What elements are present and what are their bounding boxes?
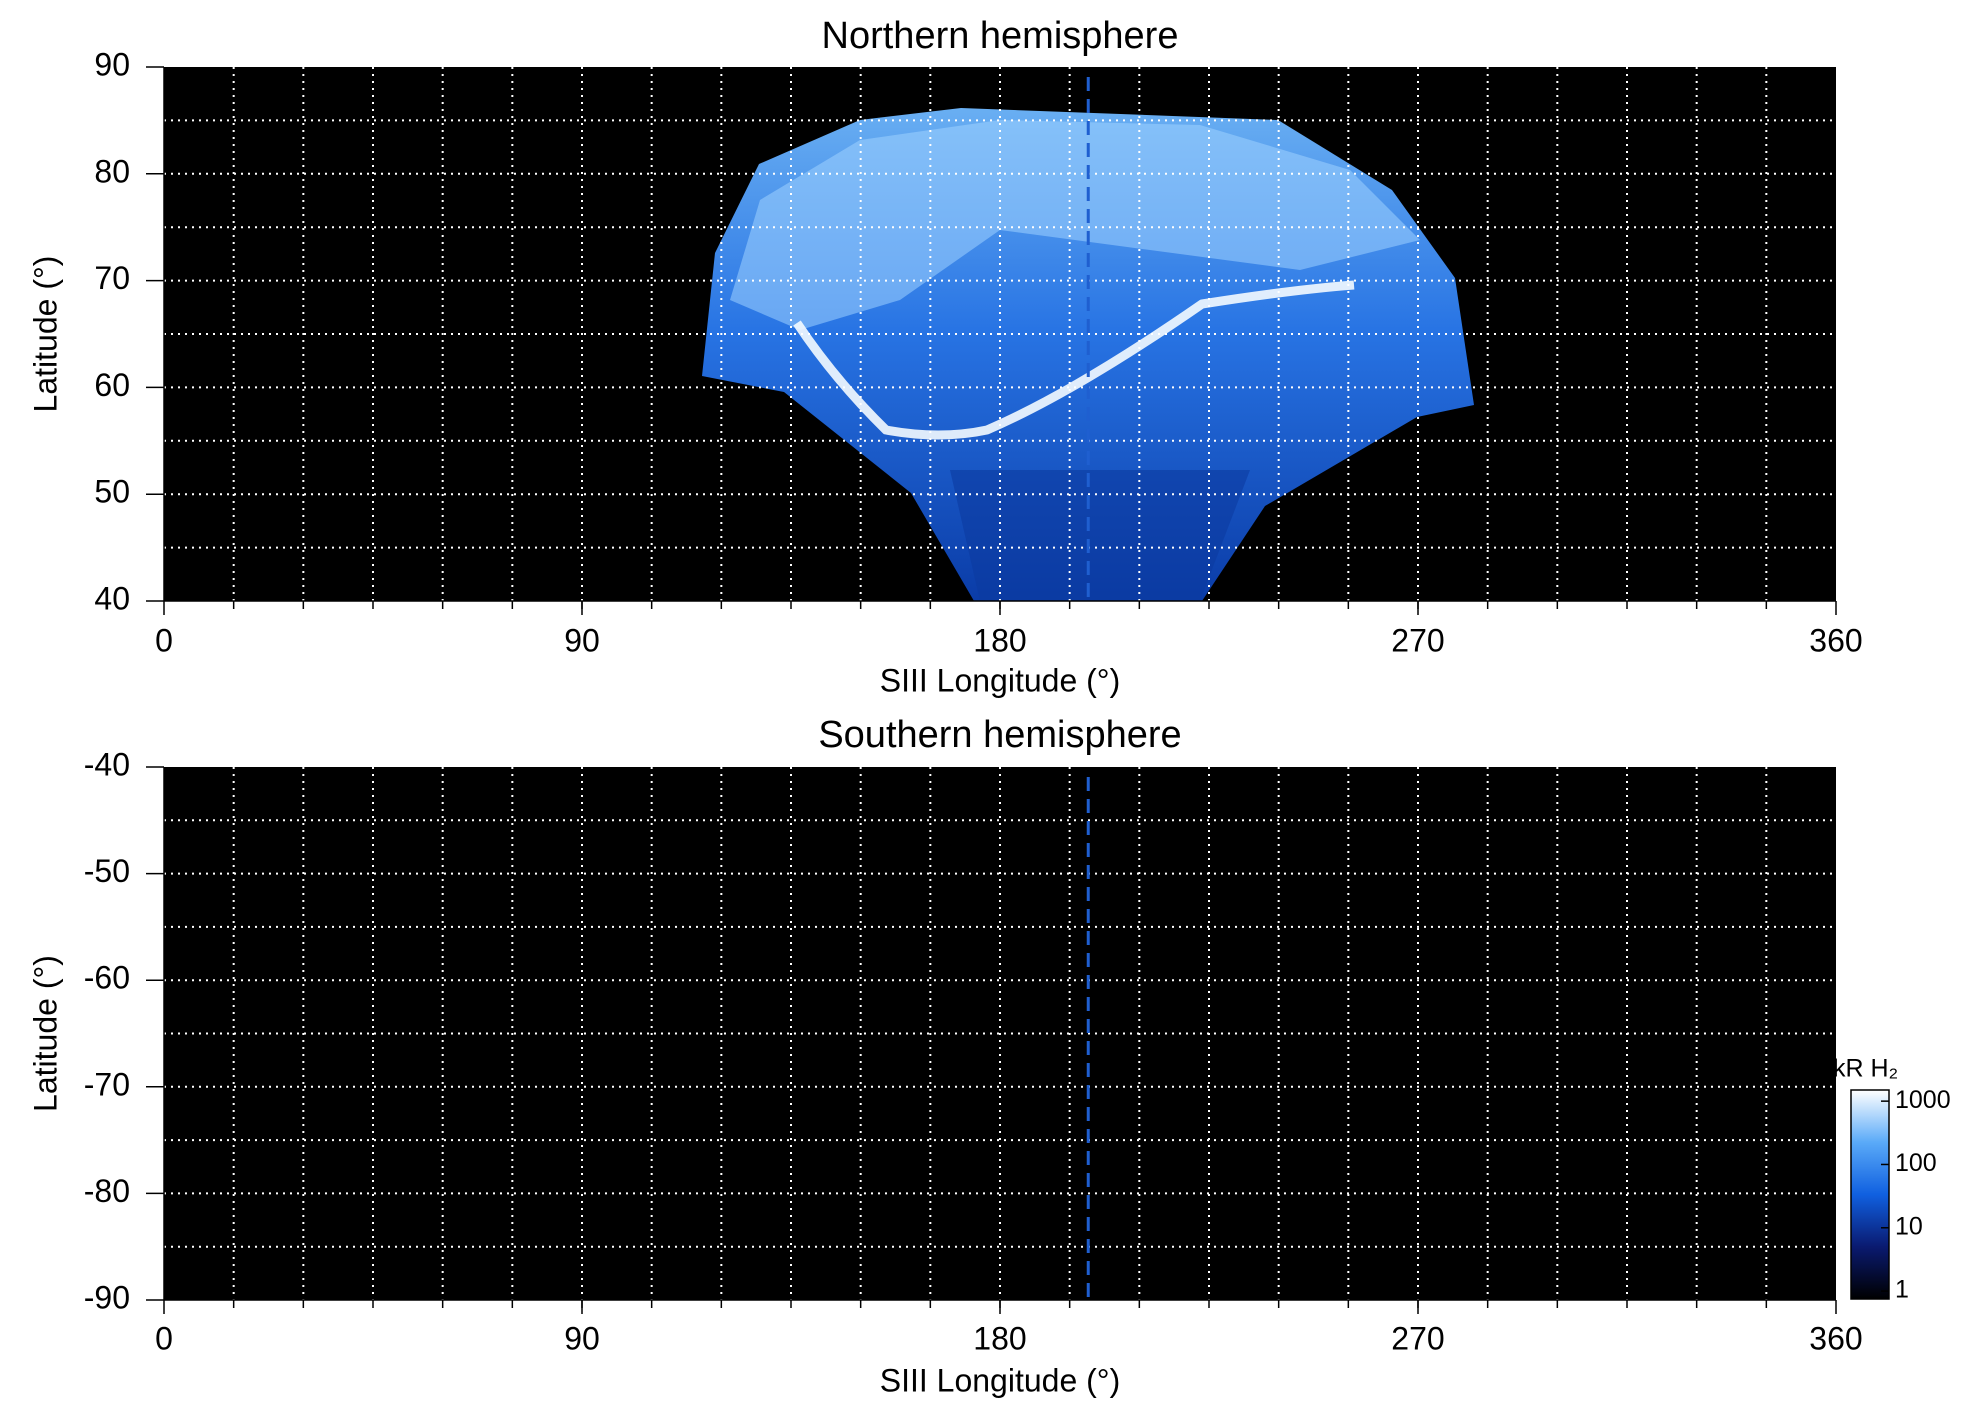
y-tick-label: 90 (94, 46, 130, 82)
y-tick-label: 50 (94, 474, 130, 510)
x-tick-label: 0 (155, 1320, 173, 1356)
y-tick-label: 40 (94, 580, 130, 616)
x-tick-label: 270 (1391, 622, 1444, 658)
x-tick-label: 90 (564, 1320, 600, 1356)
y-tick-label: -70 (84, 1066, 130, 1102)
x-tick-label: 360 (1809, 622, 1862, 658)
colorbar-tick-label: 1000 (1895, 1086, 1951, 1114)
y-tick-label: 60 (94, 367, 130, 403)
x-tick-label: 270 (1391, 1320, 1444, 1356)
x-tick-label: 90 (564, 622, 600, 658)
colorbar (1850, 1089, 1890, 1300)
colorbar-tick-label: 100 (1895, 1149, 1937, 1177)
y-axis-label: Latitude (°) (27, 256, 63, 413)
x-axis-label: SIII Longitude (°) (880, 1362, 1120, 1398)
y-tick-label: -50 (84, 853, 130, 889)
y-axis-label: Latitude (°) (27, 955, 63, 1112)
y-tick-label: -60 (84, 960, 130, 996)
x-tick-label: 180 (973, 622, 1026, 658)
colorbar-tick-label: 1 (1895, 1276, 1909, 1304)
chart-title: Southern hemisphere (818, 714, 1181, 756)
y-tick-label: -80 (84, 1173, 130, 1209)
y-tick-label: 80 (94, 153, 130, 189)
x-tick-label: 360 (1809, 1320, 1862, 1356)
x-tick-label: 180 (973, 1320, 1026, 1356)
chart-title: Northern hemisphere (822, 15, 1179, 57)
x-axis-label: SIII Longitude (°) (880, 662, 1120, 698)
colorbar-tick-label: 10 (1895, 1212, 1923, 1240)
y-tick-label: 70 (94, 260, 130, 296)
x-tick-label: 0 (155, 622, 173, 658)
y-tick-label: -40 (84, 746, 130, 782)
y-tick-label: -90 (84, 1279, 130, 1315)
colorbar-label: kR H₂ (1833, 1055, 1898, 1083)
